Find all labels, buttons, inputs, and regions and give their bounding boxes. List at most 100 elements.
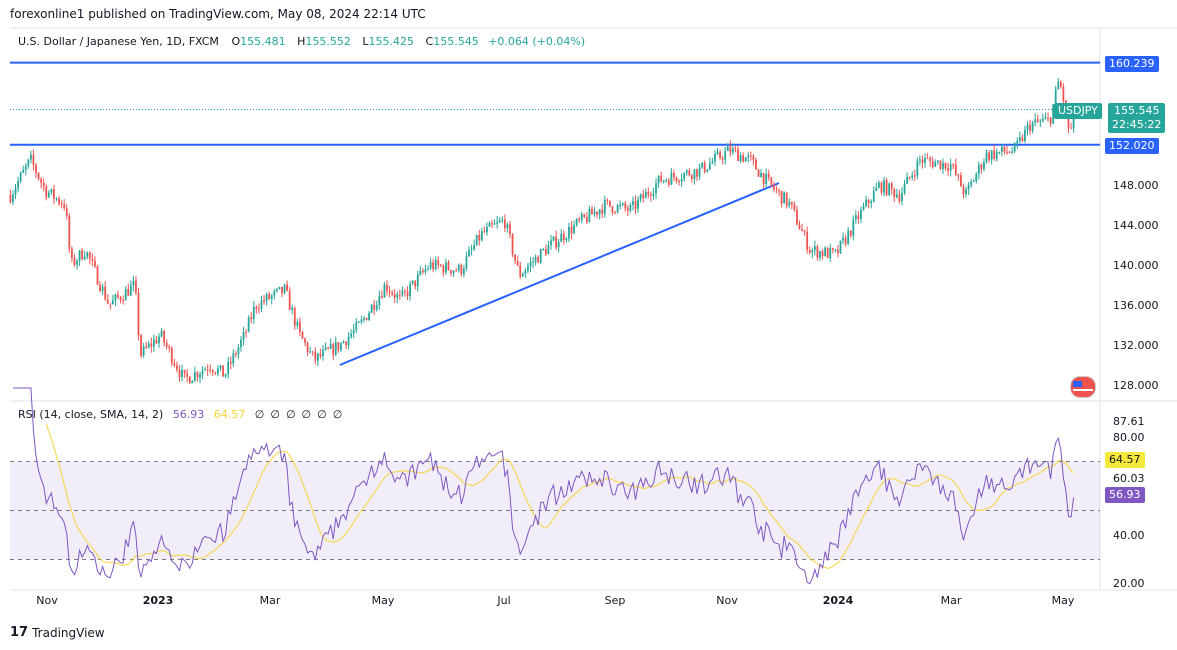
candle-body (273, 290, 276, 296)
last-price: 155.545 (1113, 104, 1160, 117)
candle-body (393, 294, 396, 298)
candle-body (493, 223, 496, 225)
candle-body (629, 204, 632, 211)
candle-body (14, 188, 17, 195)
candle-body (122, 300, 125, 302)
candle-body (708, 163, 711, 170)
candle-body (301, 331, 304, 339)
candle-body (534, 256, 537, 262)
candle-body (967, 184, 970, 190)
candle-body (455, 270, 458, 272)
candle-body (678, 181, 680, 183)
candle-body (749, 155, 752, 157)
candle-body (614, 212, 616, 214)
candle-body (537, 256, 540, 263)
candle-body (419, 270, 422, 275)
candle-body (555, 236, 558, 248)
candle-body (895, 194, 898, 198)
candle-body (747, 155, 750, 158)
candle-body (760, 173, 762, 177)
high-value: 155.552 (305, 35, 351, 48)
candle-body (591, 208, 593, 215)
candle-body (311, 351, 314, 353)
candle-body (857, 215, 860, 220)
publish-info: forexonline1 published on TradingView.co… (10, 7, 426, 21)
candle-body (83, 256, 86, 260)
candle-body (762, 173, 765, 185)
candle-body (196, 372, 199, 378)
candle-body (22, 169, 25, 173)
candle-body (1072, 111, 1075, 129)
candle-body (457, 264, 460, 271)
candle-body (601, 209, 604, 214)
candle-body (442, 265, 445, 273)
candle-body (12, 194, 14, 202)
candle-body (1070, 127, 1072, 129)
candle-body (560, 233, 563, 242)
candle-body (147, 343, 150, 348)
candle-body (445, 262, 447, 273)
candle-body (468, 250, 470, 257)
candle-body (286, 284, 288, 291)
candle-body (780, 190, 783, 204)
candle-body (724, 151, 727, 160)
candle-body (826, 248, 829, 259)
candle-body (898, 194, 901, 202)
candle-body (462, 268, 465, 275)
rsi-title: RSI (14, close, SMA, 14, 2) (18, 408, 164, 421)
flag-icon[interactable] (1070, 376, 1096, 398)
candle-body (1036, 119, 1039, 122)
candle-body (936, 160, 939, 163)
candle-body (603, 199, 606, 214)
candle-body (88, 252, 91, 259)
candle-body (539, 249, 542, 263)
bar-countdown: 22:45:22 (1112, 118, 1162, 131)
candle-body (42, 182, 45, 187)
candle-body (547, 245, 550, 255)
candle-body (76, 260, 78, 265)
candle-body (486, 226, 488, 233)
candle-body (498, 220, 501, 222)
candle-body (78, 250, 81, 261)
candle-body (380, 296, 383, 298)
candle-body (906, 176, 908, 184)
candle-body (634, 201, 637, 209)
candle-body (639, 194, 642, 200)
candle-body (250, 317, 253, 320)
candle-body (949, 164, 952, 171)
candle-body (29, 154, 32, 160)
candle-body (983, 161, 985, 169)
candle-body (926, 157, 929, 159)
candle-body (952, 164, 955, 166)
candle-body (911, 175, 914, 178)
candle-body (357, 321, 360, 323)
candle-body (447, 262, 450, 271)
candle-body (1041, 119, 1044, 122)
candle-body (204, 369, 207, 371)
rsi-sma-tag: 64.57 (1105, 452, 1145, 468)
candle-body (529, 262, 532, 267)
candle-body (152, 339, 155, 347)
candle-body (813, 246, 816, 251)
candle-body (568, 226, 570, 239)
candle-body (1034, 119, 1037, 123)
candle-body (660, 175, 663, 182)
candle-body (596, 211, 598, 215)
candle-body (854, 215, 857, 220)
candle-body (890, 183, 893, 190)
candle-body (60, 203, 63, 205)
candle-body (578, 219, 581, 221)
candle-body (772, 184, 775, 190)
candle-body (17, 181, 19, 189)
candle-body (163, 330, 166, 343)
symbol-badge: USDJPY (1054, 103, 1102, 119)
candle-body (934, 162, 937, 167)
candle-body (711, 161, 714, 164)
candle-body (693, 169, 696, 179)
candle-body (939, 160, 942, 169)
candle-body (839, 240, 842, 254)
candle-body (632, 201, 634, 205)
tradingview-logo[interactable]: 17 TradingView (10, 625, 105, 640)
candle-body (50, 188, 53, 193)
